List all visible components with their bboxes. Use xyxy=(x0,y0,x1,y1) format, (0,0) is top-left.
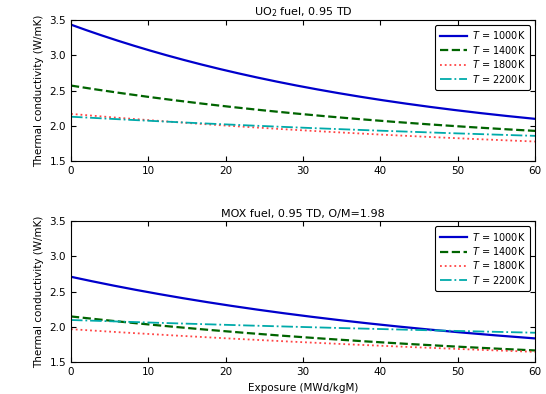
$T$ = 1400K xyxy=(68,83,74,88)
Title: UO$_2$ fuel, 0.95 TD: UO$_2$ fuel, 0.95 TD xyxy=(254,6,352,19)
$T$ = 1800K xyxy=(403,344,410,349)
Line: $T$ = 1400K: $T$ = 1400K xyxy=(71,85,535,131)
$T$ = 2200K xyxy=(532,134,538,138)
Y-axis label: Thermal conductivity (W/mK): Thermal conductivity (W/mK) xyxy=(34,216,44,368)
$T$ = 2200K xyxy=(405,327,412,332)
$T$ = 1000K xyxy=(532,117,538,121)
$T$ = 1800K xyxy=(123,330,130,335)
Line: $T$ = 1000K: $T$ = 1000K xyxy=(71,25,535,119)
$T$ = 1800K xyxy=(219,336,225,340)
Title: MOX fuel, 0.95 TD, O/M=1.98: MOX fuel, 0.95 TD, O/M=1.98 xyxy=(221,209,385,219)
$T$ = 1400K xyxy=(68,314,74,319)
$T$ = 1400K xyxy=(405,342,412,346)
$T$ = 1400K xyxy=(123,91,130,96)
$T$ = 2200K xyxy=(403,327,410,332)
$T$ = 1400K xyxy=(123,320,130,325)
$T$ = 1800K xyxy=(405,345,412,349)
$T$ = 1800K xyxy=(532,349,538,354)
$T$ = 2200K xyxy=(252,123,258,128)
$T$ = 1000K xyxy=(219,302,225,307)
Legend: $T$ = 1000K, $T$ = 1400K, $T$ = 1800K, $T$ = 2200K: $T$ = 1000K, $T$ = 1400K, $T$ = 1800K, $… xyxy=(435,226,530,291)
$T$ = 2200K xyxy=(219,322,225,327)
$T$ = 1000K xyxy=(252,307,258,312)
$T$ = 2200K xyxy=(532,331,538,335)
$T$ = 1800K xyxy=(123,116,130,121)
$T$ = 2200K xyxy=(68,318,74,322)
$T$ = 1800K xyxy=(68,327,74,332)
$T$ = 1400K xyxy=(360,117,366,122)
$T$ = 1000K xyxy=(532,336,538,341)
$T$ = 1000K xyxy=(403,325,410,330)
$T$ = 1000K xyxy=(360,320,366,325)
$T$ = 1400K xyxy=(403,120,410,125)
$T$ = 1000K xyxy=(68,22,74,27)
$T$ = 2200K xyxy=(68,114,74,119)
$T$ = 1800K xyxy=(532,139,538,144)
$T$ = 1800K xyxy=(252,125,258,130)
$T$ = 2200K xyxy=(252,323,258,328)
$T$ = 1400K xyxy=(360,339,366,344)
Line: $T$ = 2200K: $T$ = 2200K xyxy=(71,320,535,333)
$T$ = 1400K xyxy=(532,128,538,133)
X-axis label: Exposure (MWd/kgM): Exposure (MWd/kgM) xyxy=(248,383,358,393)
$T$ = 1400K xyxy=(219,329,225,333)
Line: $T$ = 1800K: $T$ = 1800K xyxy=(71,114,535,141)
$T$ = 1400K xyxy=(252,331,258,336)
$T$ = 1000K xyxy=(219,67,225,72)
$T$ = 2200K xyxy=(123,117,130,122)
$T$ = 1800K xyxy=(68,112,74,116)
Y-axis label: Thermal conductivity (W/mK): Thermal conductivity (W/mK) xyxy=(34,14,44,167)
$T$ = 1000K xyxy=(68,275,74,279)
$T$ = 1800K xyxy=(252,337,258,342)
$T$ = 2200K xyxy=(360,128,366,132)
$T$ = 1000K xyxy=(252,74,258,79)
$T$ = 1800K xyxy=(405,134,412,138)
$T$ = 1400K xyxy=(532,348,538,353)
Legend: $T$ = 1000K, $T$ = 1400K, $T$ = 1800K, $T$ = 2200K: $T$ = 1000K, $T$ = 1400K, $T$ = 1800K, $… xyxy=(435,24,530,89)
$T$ = 1800K xyxy=(403,134,410,138)
$T$ = 1800K xyxy=(360,343,366,348)
$T$ = 1000K xyxy=(360,95,366,100)
$T$ = 1000K xyxy=(405,325,412,330)
$T$ = 1000K xyxy=(123,41,130,46)
$T$ = 2200K xyxy=(219,122,225,126)
Line: $T$ = 2200K: $T$ = 2200K xyxy=(71,117,535,136)
Line: $T$ = 1800K: $T$ = 1800K xyxy=(71,329,535,352)
$T$ = 2200K xyxy=(403,129,410,134)
$T$ = 1800K xyxy=(360,131,366,136)
$T$ = 1000K xyxy=(405,102,412,106)
$T$ = 1400K xyxy=(405,121,412,125)
$T$ = 2200K xyxy=(360,326,366,331)
$T$ = 2200K xyxy=(123,320,130,324)
Line: $T$ = 1000K: $T$ = 1000K xyxy=(71,277,535,338)
$T$ = 1400K xyxy=(403,342,410,346)
$T$ = 1000K xyxy=(403,101,410,106)
$T$ = 1000K xyxy=(123,286,130,290)
Line: $T$ = 1400K: $T$ = 1400K xyxy=(71,316,535,350)
$T$ = 1400K xyxy=(219,104,225,108)
$T$ = 1800K xyxy=(219,123,225,128)
$T$ = 2200K xyxy=(405,129,412,134)
$T$ = 1400K xyxy=(252,107,258,112)
